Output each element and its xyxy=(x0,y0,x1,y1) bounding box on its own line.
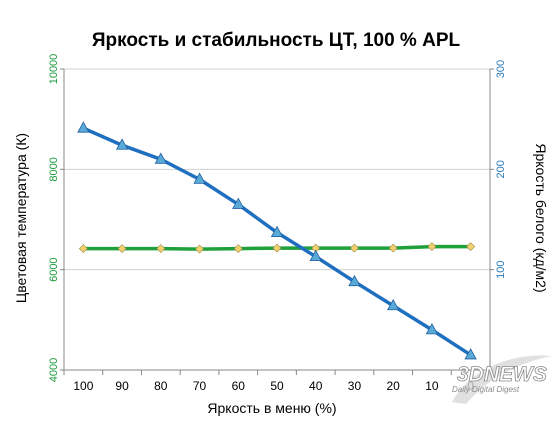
watermark-swoosh xyxy=(452,355,552,404)
x-tick-label: 40 xyxy=(309,379,323,393)
chart-title: Яркость и стабильность ЦТ, 100 % APL xyxy=(92,30,461,51)
x-tick-label: 70 xyxy=(193,379,207,393)
x-tick-label: 20 xyxy=(387,379,401,393)
y-axis-right-title: Яркость белого (кд/м2) xyxy=(533,143,549,292)
y-left-tick-label: 4000 xyxy=(48,358,60,382)
y-right-tick-label: 200 xyxy=(495,160,507,178)
data-point-triangle xyxy=(387,298,400,311)
data-point-triangle xyxy=(348,274,361,287)
data-point-triangle xyxy=(464,348,477,360)
x-axis-ticks: 1009080706050403020100 xyxy=(73,379,474,393)
x-tick-label: 30 xyxy=(348,379,362,393)
x-tick-label: 50 xyxy=(270,379,284,393)
x-tick-label: 10 xyxy=(425,379,439,393)
data-point-triangle xyxy=(309,249,322,262)
watermark-logo: 3DNEWS Daily Digital Digest xyxy=(452,355,552,404)
data-point-diamond xyxy=(233,244,243,254)
y-left-tick-label: 6000 xyxy=(48,257,60,281)
data-point-diamond xyxy=(388,243,398,253)
x-axis-title: Яркость в меню (%) xyxy=(207,400,336,416)
series-layer xyxy=(77,121,477,360)
y-left-tick-label: 10000 xyxy=(48,54,60,85)
data-point-diamond xyxy=(117,244,127,254)
x-tick-label: 90 xyxy=(115,379,129,393)
data-point-diamond xyxy=(78,244,88,254)
left-axis-ticks: 4000 6000 8000 10000 xyxy=(48,54,60,383)
x-tick-label: 60 xyxy=(232,379,246,393)
watermark-logo-text: 3DNEWS xyxy=(457,363,547,386)
data-point-diamond xyxy=(156,244,166,254)
y-left-tick-label: 8000 xyxy=(48,157,60,181)
data-point-diamond xyxy=(427,242,437,252)
data-point-diamond xyxy=(350,243,359,253)
series-line-1 xyxy=(82,126,472,357)
data-point-triangle xyxy=(77,121,90,133)
y-axis-left-title: Цветовая температура (К) xyxy=(13,133,29,303)
data-point-diamond xyxy=(195,244,204,254)
data-point-triangle xyxy=(154,152,167,164)
data-point-triangle xyxy=(425,323,439,335)
data-point-triangle xyxy=(115,138,129,150)
y-right-tick-label: 100 xyxy=(495,260,507,278)
watermark-tagline: Daily Digital Digest xyxy=(452,385,520,394)
data-point-diamond xyxy=(272,243,282,253)
y-right-tick-label: 300 xyxy=(495,60,507,78)
data-point-triangle xyxy=(232,197,245,209)
data-point-triangle xyxy=(270,225,284,237)
data-point-diamond xyxy=(466,242,476,252)
gridlines xyxy=(64,68,490,271)
data-point-triangle xyxy=(193,172,206,184)
x-tick-label: 80 xyxy=(154,379,168,393)
x-tick-label: 100 xyxy=(73,379,93,393)
